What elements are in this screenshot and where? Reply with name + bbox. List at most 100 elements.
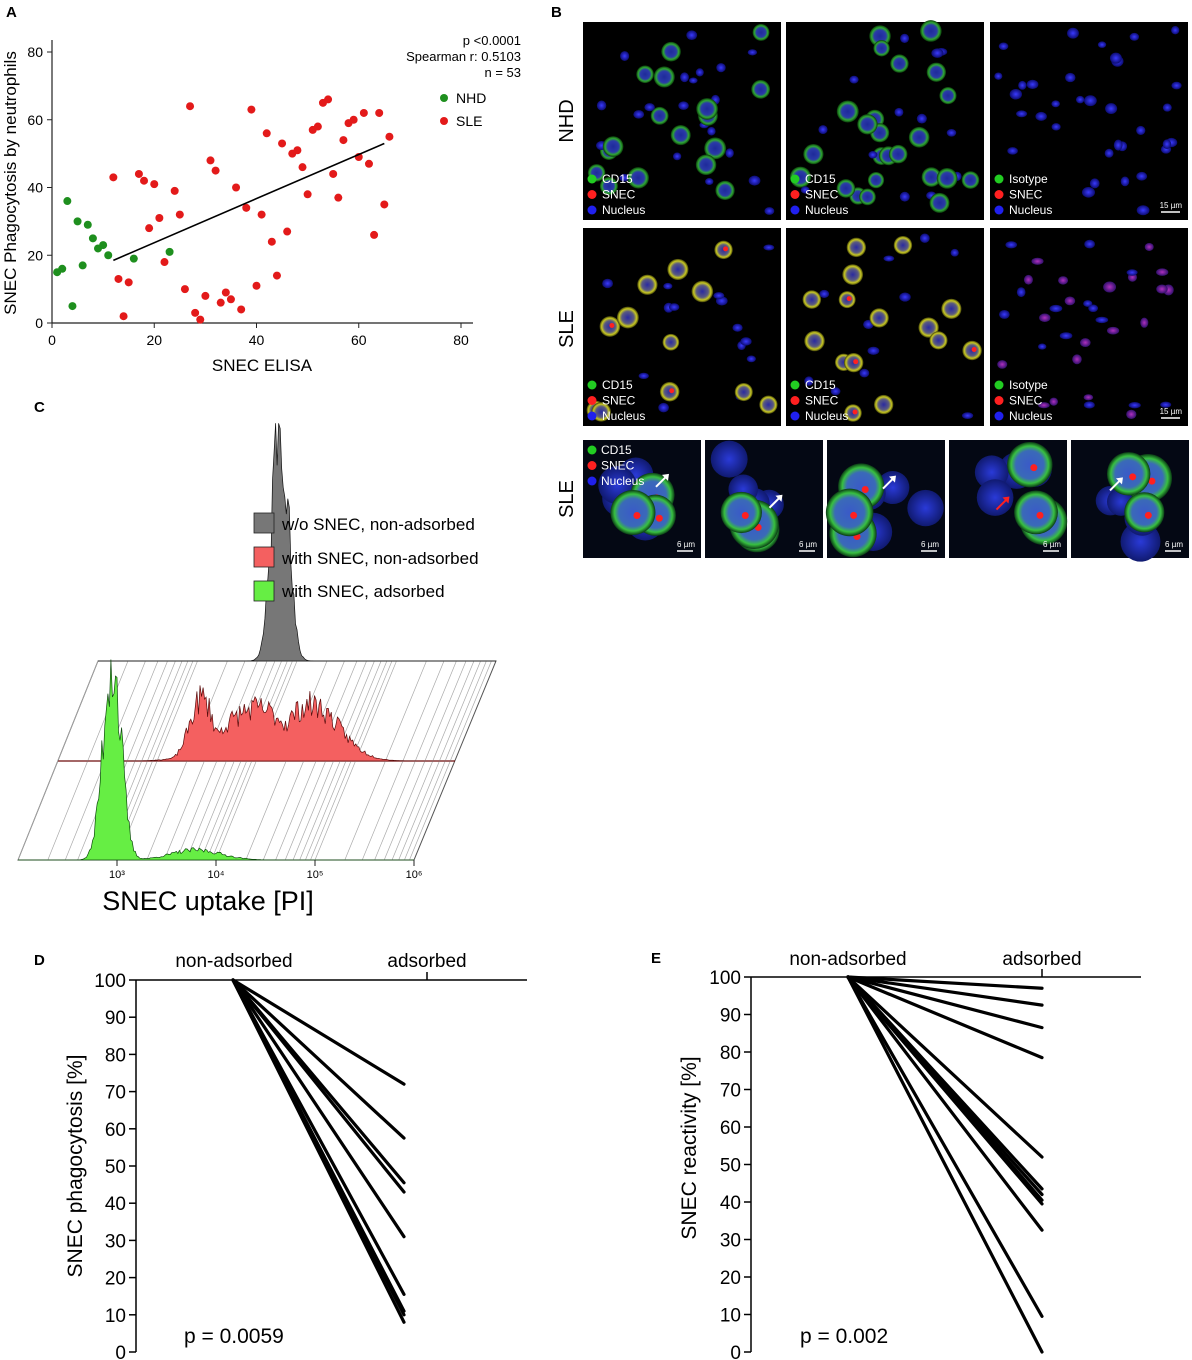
b-cell xyxy=(1106,452,1151,496)
b-cell xyxy=(941,298,962,319)
a-point-nhd xyxy=(88,234,97,243)
b-nucleus xyxy=(976,479,1014,516)
b-nucleus xyxy=(859,368,870,378)
a-y-label: SNEC Phagocytosis by neutrophils xyxy=(1,51,20,315)
y-tick-label: 70 xyxy=(720,1081,741,1102)
b-nucleus xyxy=(1160,401,1172,408)
b-legend-dot xyxy=(790,396,800,405)
b-nucleus xyxy=(1026,79,1039,90)
b-cell xyxy=(802,290,822,309)
b-cell xyxy=(667,258,689,280)
c-grid-line xyxy=(404,660,487,861)
e-p-value: p = 0.002 xyxy=(800,1325,888,1348)
a-y-tick-label: 40 xyxy=(27,180,43,196)
b-nucleus xyxy=(1106,326,1120,335)
y-tick-label: 100 xyxy=(94,971,126,992)
y-tick-label: 10 xyxy=(105,1306,126,1327)
b-nucleus xyxy=(931,48,944,58)
b-cell xyxy=(842,264,864,285)
legend-wo-snec-swatch xyxy=(253,512,275,534)
b-nucleus xyxy=(1051,100,1060,108)
a-point-sle xyxy=(206,156,215,165)
panel-e-reactivity: E non-adsorbed adsorbed 0 10 20 30 40 50 60 70 8… xyxy=(651,949,1141,1360)
b-nucleus xyxy=(707,126,716,136)
a-point-nhd xyxy=(129,254,138,263)
b-nucleus xyxy=(710,440,748,478)
b-cell xyxy=(696,98,718,120)
legend-nhd-marker xyxy=(440,94,448,102)
b-nucleus xyxy=(658,402,669,413)
b-cell xyxy=(599,177,618,196)
a-point-sle xyxy=(191,308,200,317)
a-point-sle xyxy=(211,166,220,175)
c-x-tick-label: 10⁶ xyxy=(406,869,423,881)
b-arrow-head xyxy=(888,475,896,483)
b-nucleus xyxy=(919,233,930,243)
b-nucleus xyxy=(1128,402,1141,409)
paired-line xyxy=(846,975,1044,1060)
b-cell xyxy=(929,331,948,350)
a-point-sle xyxy=(155,213,164,222)
b-cell xyxy=(734,382,753,402)
a-y-tick-label: 80 xyxy=(27,44,43,60)
b-nucleus xyxy=(763,244,775,251)
a-x-tick-label: 80 xyxy=(453,332,469,348)
b-nucleus xyxy=(1126,269,1138,276)
b-nucleus xyxy=(899,191,910,202)
y-tick-label: 0 xyxy=(730,1343,741,1360)
c-grid-line xyxy=(374,660,457,861)
c-x-label: SNEC uptake [PI] xyxy=(102,886,314,916)
a-point-sle xyxy=(298,163,307,172)
b-legend-label: SNEC xyxy=(602,188,636,202)
b-nucleus xyxy=(1113,139,1123,151)
a-point-sle xyxy=(257,210,266,219)
b-nucleus xyxy=(907,489,944,527)
b-snec-particle xyxy=(1144,511,1152,519)
a-point-sle xyxy=(375,108,384,117)
paired-line xyxy=(846,975,1044,1232)
b-legend-dot xyxy=(790,190,800,199)
b-nucleus xyxy=(678,101,689,110)
a-point-sle xyxy=(370,230,379,239)
b-snec-particle xyxy=(609,323,615,329)
b-cell xyxy=(752,23,770,41)
b-nucleus xyxy=(1136,205,1150,216)
c-grid-line xyxy=(17,660,99,861)
b-nucleus xyxy=(1075,95,1085,104)
b-snec-particle xyxy=(846,296,852,302)
b-zoom-tile: 6 µm xyxy=(1071,440,1189,562)
paired-line xyxy=(231,978,406,1324)
b-row-label-sle-zoom: SLE xyxy=(556,480,578,518)
a-point-sle xyxy=(186,102,195,111)
y-tick-label: 30 xyxy=(105,1231,126,1252)
paired-line xyxy=(231,978,406,1140)
e-category-non-adsorbed: non-adsorbed xyxy=(789,949,906,970)
a-point-nhd xyxy=(104,251,113,260)
b-nucleus xyxy=(1171,26,1180,35)
b-nucleus xyxy=(663,282,673,290)
b-legend-label: Nucleus xyxy=(602,409,645,423)
b-legend-dot xyxy=(790,411,800,421)
b-cell xyxy=(921,167,942,187)
b-legend-dot xyxy=(790,205,800,215)
b-nucleus xyxy=(950,248,959,257)
b-cell xyxy=(873,394,894,415)
b-nucleus xyxy=(748,175,761,186)
b-snec-particle xyxy=(1148,477,1156,485)
b-nucleus xyxy=(946,129,957,137)
a-point-sle xyxy=(201,291,210,300)
b-cell xyxy=(670,125,691,146)
b-legend-dot xyxy=(587,461,597,470)
b-nucleus xyxy=(1064,296,1076,306)
b-nucleus xyxy=(1058,276,1069,285)
a-point-sle xyxy=(134,169,143,178)
b-cell xyxy=(1124,492,1165,533)
b-nucleus xyxy=(1059,332,1073,340)
b-cell xyxy=(804,330,825,352)
c-grid-line xyxy=(383,660,467,861)
b-cell xyxy=(627,167,649,189)
a-stat-p: p <0.0001 xyxy=(463,33,521,48)
b-cell xyxy=(936,168,958,189)
